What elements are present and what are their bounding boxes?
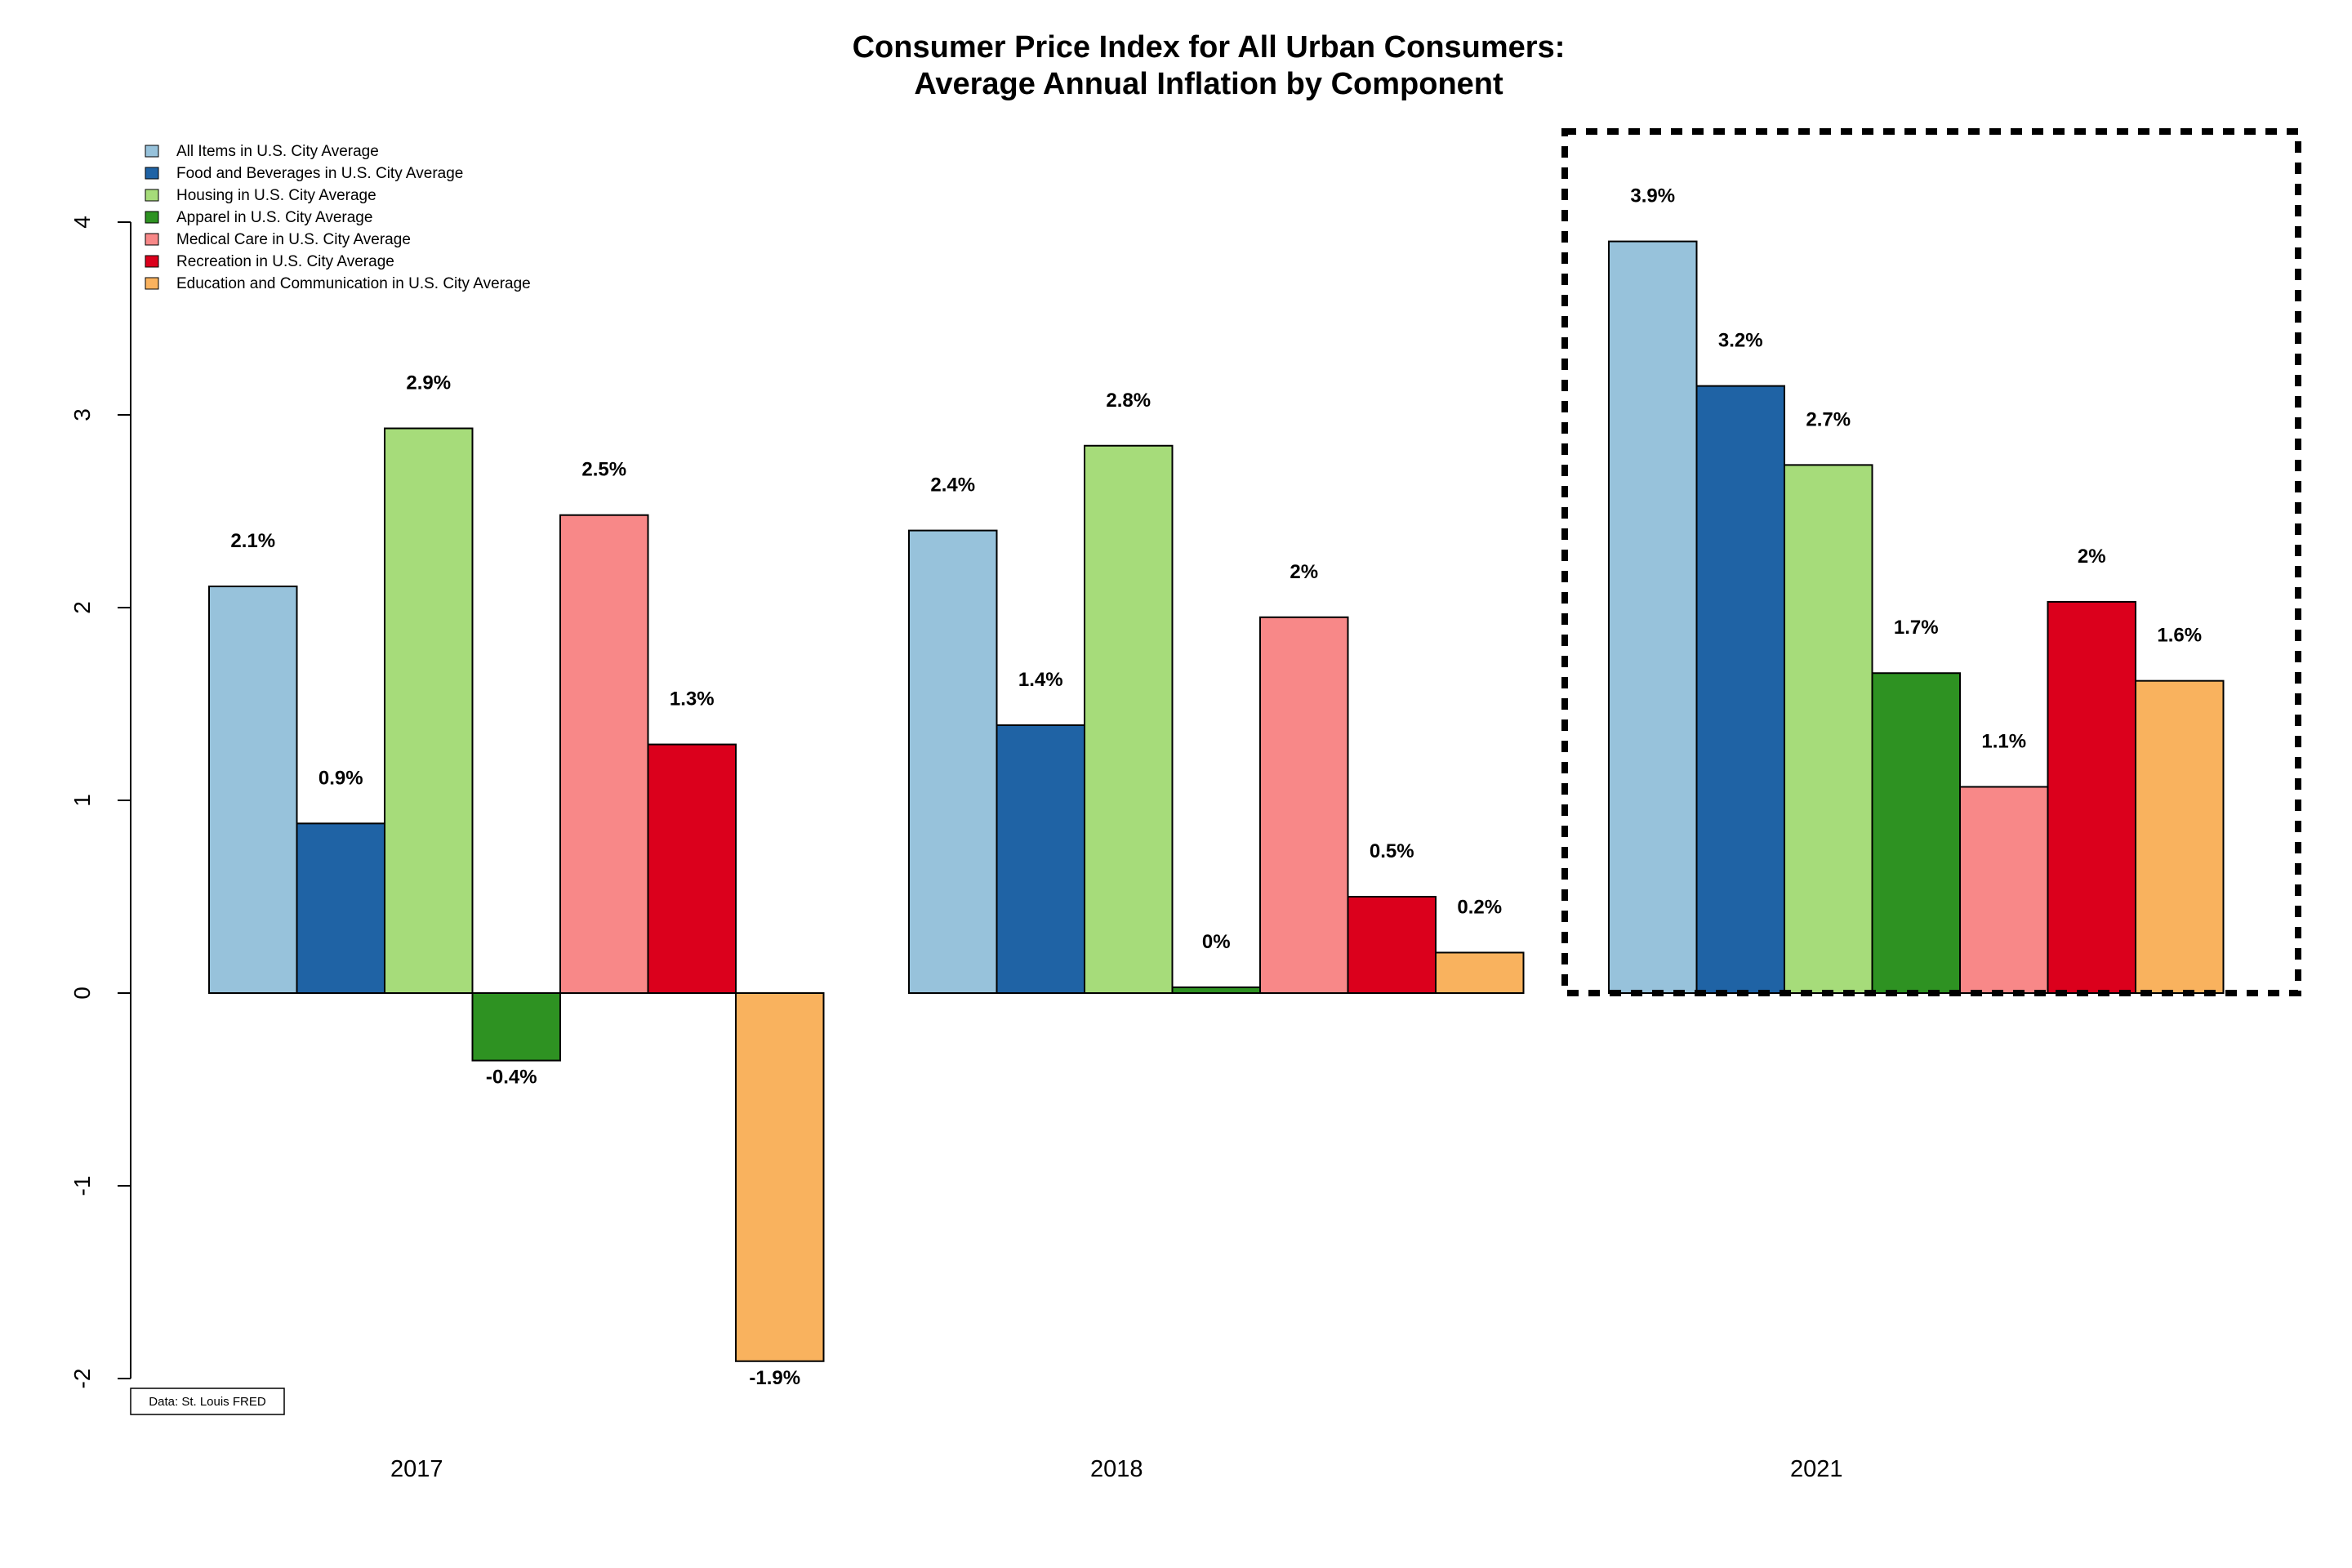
bar	[384, 427, 474, 994]
bar	[1347, 896, 1437, 994]
legend-label: Medical Care in U.S. City Average	[176, 231, 411, 248]
data-label: 2%	[2078, 546, 2106, 568]
x-category-label: 2018	[1090, 1456, 1143, 1482]
legend-label: Food and Beverages in U.S. City Average	[176, 165, 463, 182]
bar	[735, 992, 825, 1362]
y-tick-label: 2	[69, 601, 95, 614]
x-category-label: 2017	[390, 1456, 443, 1482]
y-tick-label: 4	[69, 216, 95, 229]
legend-swatch	[145, 145, 159, 158]
y-tick-label: -1	[69, 1176, 95, 1196]
bar	[908, 529, 998, 994]
data-label: 1.7%	[1894, 617, 1939, 639]
bar	[996, 724, 1085, 995]
highlight-rect	[1561, 128, 2301, 996]
data-label: 0.9%	[318, 767, 363, 789]
bar	[1959, 786, 2049, 994]
data-label: 2.7%	[1806, 408, 1851, 430]
legend: All Items in U.S. City Average Food and B…	[145, 143, 531, 292]
data-label: 2%	[1290, 561, 1318, 583]
data-label: 2.8%	[1106, 390, 1151, 412]
highlight-box	[1561, 128, 2301, 996]
data-label: 0.2%	[1457, 896, 1502, 918]
bar	[1084, 444, 1174, 994]
legend-label: Recreation in U.S. City Average	[176, 253, 394, 270]
y-tick-label: 1	[69, 794, 95, 807]
legend-swatch	[145, 233, 159, 246]
legend-label: Housing in U.S. City Average	[176, 187, 376, 204]
bar	[1171, 986, 1261, 995]
bar	[1784, 464, 1873, 994]
bar	[2135, 679, 2225, 994]
data-label: 1.3%	[670, 688, 715, 710]
bar	[2047, 600, 2136, 994]
data-label: 2.1%	[230, 530, 275, 552]
bar	[471, 992, 561, 1062]
x-category-label: 2021	[1790, 1456, 1843, 1482]
bar	[1608, 240, 1698, 995]
data-label: 2.5%	[581, 459, 626, 481]
chart-subtitle: Average Annual Inflation by Component	[914, 67, 1503, 101]
bar	[1695, 385, 1785, 995]
bar	[1435, 951, 1525, 994]
data-label: 2.9%	[406, 372, 451, 394]
data-label: 3.2%	[1718, 330, 1763, 352]
legend-label: Education and Communication in U.S. City…	[176, 275, 531, 292]
legend-swatch	[145, 189, 159, 202]
bar	[296, 822, 385, 994]
data-label: -0.4%	[486, 1067, 537, 1089]
data-label: 3.9%	[1630, 185, 1675, 207]
data-label: 1.6%	[2157, 625, 2202, 647]
data-label: 1.4%	[1018, 669, 1063, 691]
legend-swatch	[145, 277, 159, 290]
legend-label: All Items in U.S. City Average	[176, 143, 379, 160]
y-tick-label: 3	[69, 408, 95, 421]
data-label: 2.4%	[930, 474, 975, 497]
bar	[1871, 672, 1961, 994]
data-labels: 2.1% 0.9% 2.9% -0.4% 2.5% 1.3% -1.9% 2.4% 1.4% 2.…	[230, 185, 2202, 1389]
legend-swatch	[145, 211, 159, 224]
bars	[208, 240, 2225, 1362]
y-tick-label: 0	[69, 987, 95, 1000]
chart-title: Consumer Price Index for All Urban Consu…	[853, 30, 1566, 65]
y-tick-label: -2	[69, 1369, 95, 1389]
bar	[559, 514, 649, 994]
data-label: 0.5%	[1370, 840, 1414, 862]
bar	[1259, 616, 1349, 994]
bar	[208, 586, 298, 994]
source-text: Data: St. Louis FRED	[149, 1395, 266, 1409]
legend-swatch	[145, 167, 159, 180]
group-labels: 2017 2018 2021	[390, 1456, 1843, 1482]
source-box	[130, 1388, 285, 1415]
data-label: 1.1%	[1981, 730, 2026, 752]
data-label: -1.9%	[749, 1367, 800, 1389]
legend-label: Apparel in U.S. City Average	[176, 209, 372, 226]
legend-swatch	[145, 255, 159, 268]
source-note: Data: St. Louis FRED	[130, 1388, 285, 1415]
data-label: 0%	[1202, 931, 1231, 953]
bar	[647, 743, 737, 994]
y-axis: -2 -1 0 1 2 3 4	[69, 216, 131, 1388]
